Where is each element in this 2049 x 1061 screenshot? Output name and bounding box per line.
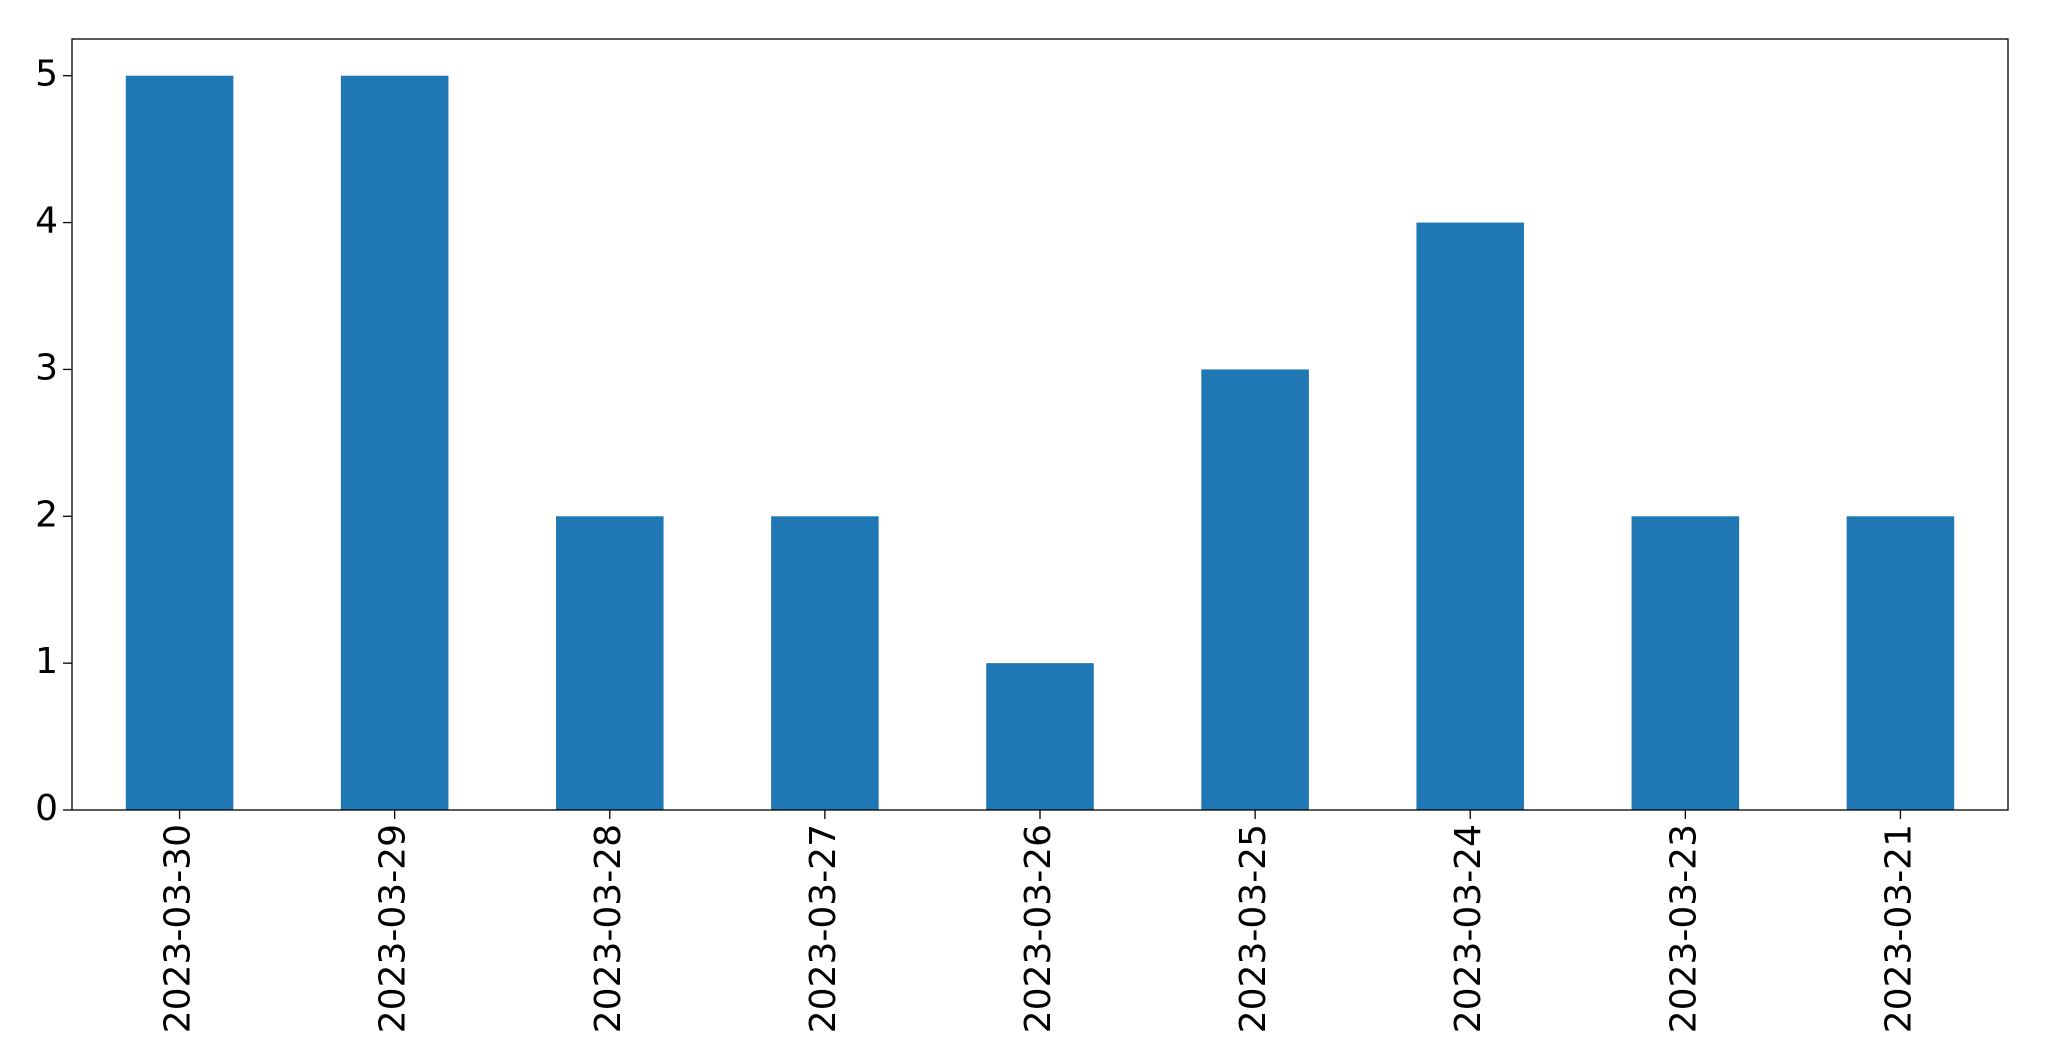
bar xyxy=(986,663,1094,810)
bar xyxy=(1201,369,1309,810)
bar xyxy=(340,75,449,810)
bar xyxy=(125,75,234,810)
y-tick-label: 3 xyxy=(35,347,58,388)
x-tick-label: 2023-03-27 xyxy=(803,824,844,1033)
bar xyxy=(1846,516,1955,810)
x-tick-label: 2023-03-24 xyxy=(1448,824,1489,1033)
bar xyxy=(771,516,879,810)
x-tick-label: 2023-03-26 xyxy=(1018,824,1059,1033)
x-tick-label: 2023-03-21 xyxy=(1878,824,1919,1033)
y-tick-label: 1 xyxy=(35,641,58,682)
y-tick-label: 5 xyxy=(35,54,58,95)
y-tick-label: 2 xyxy=(35,494,58,535)
y-tick-label: 0 xyxy=(35,788,58,829)
plot-frame xyxy=(71,38,2009,811)
x-tick-label: 2023-03-25 xyxy=(1233,824,1274,1033)
x-tick-label: 2023-03-29 xyxy=(373,824,414,1033)
bar xyxy=(1416,222,1524,811)
bar xyxy=(556,516,664,810)
x-tick-label: 2023-03-23 xyxy=(1663,824,1704,1033)
y-tick-label: 4 xyxy=(35,201,58,242)
x-tick-label: 2023-03-28 xyxy=(588,824,629,1033)
x-tick-label: 2023-03-30 xyxy=(158,824,199,1033)
bar xyxy=(1631,516,1740,810)
